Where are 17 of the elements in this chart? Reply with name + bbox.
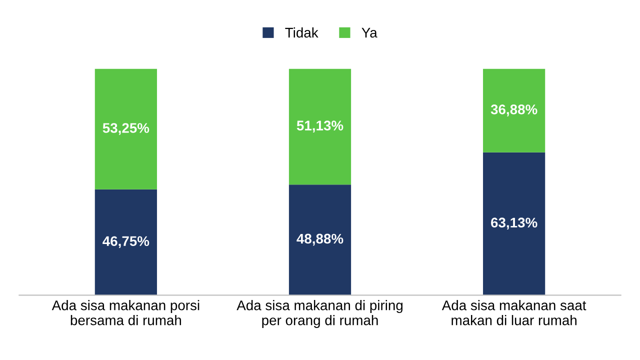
bar	[288, 68, 352, 185]
data-label: 51,13%	[296, 120, 344, 132]
legend-label: Tidak	[285, 27, 318, 38]
data-label: 63,13%	[491, 218, 538, 230]
data-label: 36,88%	[490, 104, 538, 116]
data-label: 53,25%	[102, 123, 150, 135]
data-label: 46,75%	[102, 236, 150, 248]
legend-label: Ya	[362, 28, 378, 38]
x-tick-label: Ada sisa makanan porsi bersama di rumah	[52, 300, 200, 326]
bar	[483, 68, 546, 152]
x-tick-label: Ada sisa makanan di piring per orang di rumah	[236, 300, 402, 328]
data-label: 48,88%	[296, 234, 344, 246]
bar	[94, 68, 157, 190]
bar	[94, 189, 157, 296]
x-tick-label: Ada sisa makanan saat makan di luar rumah	[442, 300, 586, 326]
bar	[288, 184, 352, 296]
bar	[483, 152, 546, 296]
